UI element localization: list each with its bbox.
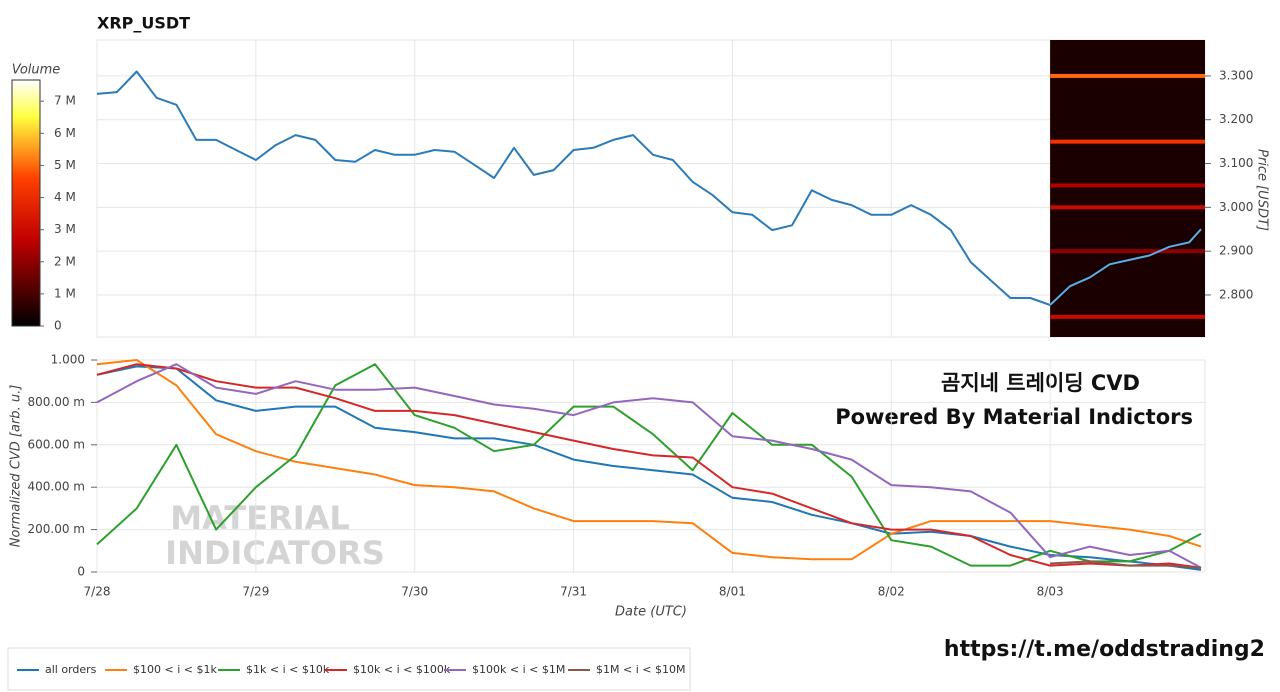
x-tick-label: 7/31: [560, 585, 587, 599]
series-line: [96, 363, 1202, 567]
x-tick-label: 7/30: [401, 585, 428, 599]
series-line: [96, 70, 1051, 306]
legend-label: $100 < i < $1k: [133, 663, 217, 676]
colorbar-tick-label: 3 M: [54, 222, 76, 236]
legend-label: $1M < i < $10M: [596, 663, 685, 676]
y-tick-label: 3.300: [1219, 68, 1253, 82]
colorbar-tick-label: 7 M: [54, 94, 76, 108]
colorbar-tick-label: 6 M: [54, 126, 76, 140]
y-tick-label: 1.000: [51, 353, 85, 367]
y-tick-label: 600.00 m: [28, 437, 86, 451]
chart-title: XRP_USDT: [97, 14, 190, 33]
heatmap-band: [1050, 249, 1205, 254]
x-tick-label: 7/28: [84, 585, 111, 599]
x-tick-label: 8/03: [1037, 585, 1064, 599]
y-tick-label: 3.200: [1219, 112, 1253, 126]
annotation: 곰지네 트레이딩 CVD: [941, 371, 1140, 395]
colorbar-tick-label: 5 M: [54, 158, 76, 172]
legend-label: $10k < i < $100k: [353, 663, 451, 676]
colorbar-tick-label: 0: [54, 319, 62, 333]
watermark: INDICATORS: [165, 534, 385, 572]
heatmap-band: [1050, 139, 1205, 144]
legend-label: all orders: [45, 663, 97, 676]
colorbar-title: Volume: [12, 63, 61, 78]
y-tick-label: 2.800: [1219, 287, 1253, 301]
series-line: [96, 363, 1202, 569]
series-line: [96, 365, 1202, 571]
y-axis-title: Normalized CVD [arb. u.]: [9, 385, 24, 548]
series-line: [96, 363, 1202, 569]
y-tick-label: 3.100: [1219, 156, 1253, 170]
heatmap-band: [1050, 314, 1205, 319]
series-line: [1049, 228, 1202, 306]
colorbar-tick-label: 4 M: [54, 190, 76, 204]
y-tick-label: 200.00 m: [28, 522, 86, 536]
x-axis-title: Date (UTC): [615, 605, 687, 620]
x-tick-label: 7/29: [242, 585, 269, 599]
plot-area: [96, 39, 1206, 338]
heatmap-band: [1050, 73, 1205, 78]
y-tick-label: 2.900: [1219, 244, 1253, 258]
annotation: Powered By Material Indictors: [835, 405, 1193, 429]
x-tick-label: 8/02: [878, 585, 905, 599]
footer-link: https://t.me/oddstrading2: [944, 637, 1265, 662]
watermark: MATERIAL: [170, 499, 350, 537]
heatmap-band: [1050, 205, 1205, 210]
y-axis-title: Price [USDT]: [1255, 149, 1270, 231]
y-tick-label: 800.00 m: [28, 395, 86, 409]
legend-label: $1k < i < $10k: [246, 663, 330, 676]
legend-label: $100k < i < $1M: [472, 663, 565, 676]
colorbar-tick-label: 1 M: [54, 286, 76, 300]
y-tick-label: 3.000: [1219, 200, 1253, 214]
colorbar-tick-label: 2 M: [54, 254, 76, 268]
colorbar: [11, 79, 41, 327]
y-tick-label: 400.00 m: [28, 480, 86, 494]
y-tick-label: 0: [77, 565, 85, 579]
series-line: [1050, 560, 1202, 569]
legend: [7, 647, 691, 691]
heatmap-bg: [1050, 40, 1205, 337]
x-tick-label: 8/01: [719, 585, 746, 599]
series-line: [96, 359, 1202, 561]
heatmap-band: [1050, 183, 1205, 188]
